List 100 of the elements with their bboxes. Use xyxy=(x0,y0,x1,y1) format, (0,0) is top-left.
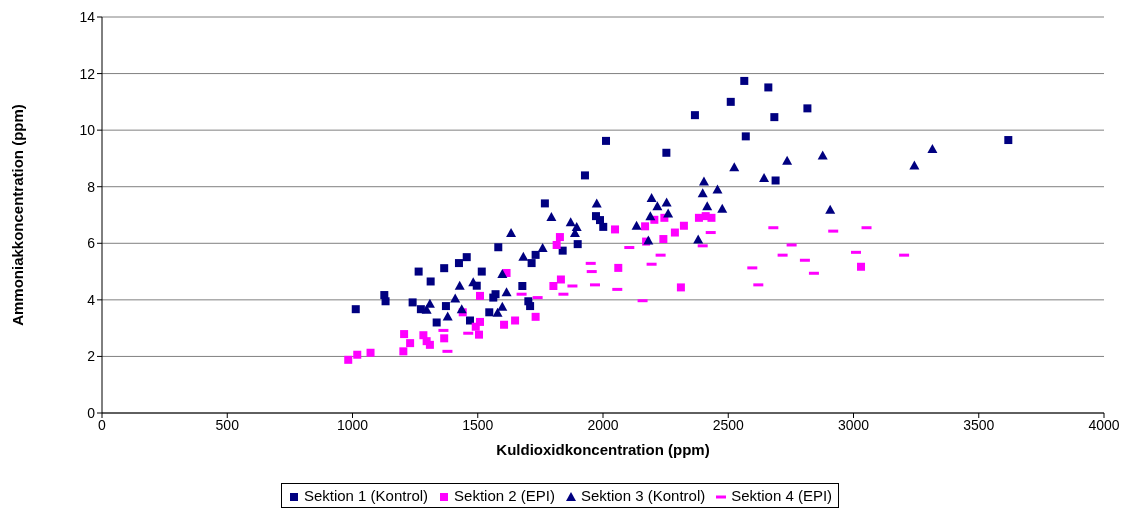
point xyxy=(381,297,390,306)
point xyxy=(497,301,508,311)
point xyxy=(527,259,536,268)
point xyxy=(442,311,453,321)
point xyxy=(537,243,548,253)
x-tick-label: 500 xyxy=(215,416,240,433)
point xyxy=(465,316,474,325)
legend-label: Sektion 3 (Kontrol) xyxy=(580,487,706,504)
point xyxy=(475,330,483,339)
point xyxy=(670,228,679,237)
point xyxy=(492,307,503,317)
y-axis-title: Ammoniakkoncentration (ppm) xyxy=(9,104,27,326)
point xyxy=(741,132,750,141)
point xyxy=(421,304,432,314)
point xyxy=(573,240,582,249)
point xyxy=(611,225,620,234)
point xyxy=(454,280,465,290)
point xyxy=(485,308,494,317)
point xyxy=(518,282,527,290)
point xyxy=(1004,136,1013,145)
point xyxy=(580,171,589,180)
point xyxy=(531,250,540,259)
point xyxy=(432,318,441,327)
point xyxy=(558,246,567,255)
point xyxy=(408,298,417,307)
x-tick-label: 1000 xyxy=(336,416,369,433)
point xyxy=(506,228,517,238)
point xyxy=(712,184,723,194)
y-tick-label: 14 xyxy=(79,8,96,25)
point xyxy=(546,211,557,221)
point xyxy=(351,305,360,314)
point xyxy=(500,320,509,329)
point xyxy=(782,155,793,165)
point xyxy=(450,293,461,303)
point xyxy=(646,193,657,203)
point xyxy=(729,162,740,172)
point xyxy=(759,172,770,182)
point xyxy=(740,76,749,85)
y-tick-label: 0 xyxy=(87,404,96,421)
point xyxy=(717,203,728,213)
point xyxy=(591,198,602,208)
y-tick-label: 2 xyxy=(87,348,96,365)
point xyxy=(661,197,672,207)
point xyxy=(694,213,703,222)
point xyxy=(571,221,582,231)
x-tick-label: 4000 xyxy=(1088,416,1120,433)
point xyxy=(652,201,663,211)
y-tick-label: 4 xyxy=(87,291,96,308)
point xyxy=(344,355,353,364)
point xyxy=(400,330,409,339)
point xyxy=(549,282,558,290)
point xyxy=(602,136,611,145)
point xyxy=(679,221,688,230)
point xyxy=(552,240,561,249)
y-tick-label: 8 xyxy=(87,178,96,195)
point xyxy=(663,208,674,218)
point xyxy=(454,259,463,268)
point xyxy=(631,220,642,230)
x-tick-label: 2500 xyxy=(712,416,745,433)
point xyxy=(676,283,685,292)
x-tick-label: 1500 xyxy=(462,416,494,433)
point xyxy=(599,222,608,231)
point xyxy=(662,148,671,157)
point xyxy=(497,269,508,279)
point xyxy=(645,211,656,221)
point xyxy=(690,111,699,120)
point xyxy=(641,222,650,231)
point xyxy=(518,251,529,261)
x-tick-label: 0 xyxy=(98,416,107,433)
point xyxy=(353,350,362,359)
point xyxy=(614,263,623,272)
point xyxy=(771,176,780,185)
point xyxy=(702,201,713,211)
point xyxy=(540,199,549,208)
legend-label: Sektion 2 (EPI) xyxy=(453,487,555,504)
point xyxy=(556,275,565,284)
point xyxy=(817,150,828,160)
point xyxy=(414,267,423,276)
point xyxy=(697,188,708,198)
legend-label: Sektion 1 (Kontrol) xyxy=(302,487,429,504)
point xyxy=(825,204,836,214)
point xyxy=(555,233,564,242)
point xyxy=(693,234,704,244)
point xyxy=(440,334,449,343)
point xyxy=(698,176,709,186)
y-tick-label: 6 xyxy=(87,235,96,252)
point xyxy=(494,243,503,252)
point xyxy=(406,339,415,348)
point xyxy=(565,217,576,227)
point xyxy=(399,347,408,356)
point xyxy=(511,316,520,325)
point xyxy=(659,235,668,244)
point xyxy=(476,317,484,326)
point xyxy=(726,97,735,106)
point xyxy=(595,216,604,225)
point xyxy=(531,312,540,321)
y-tick-label: 12 xyxy=(79,65,96,82)
point xyxy=(366,348,375,357)
point xyxy=(526,302,535,311)
point xyxy=(803,104,812,113)
